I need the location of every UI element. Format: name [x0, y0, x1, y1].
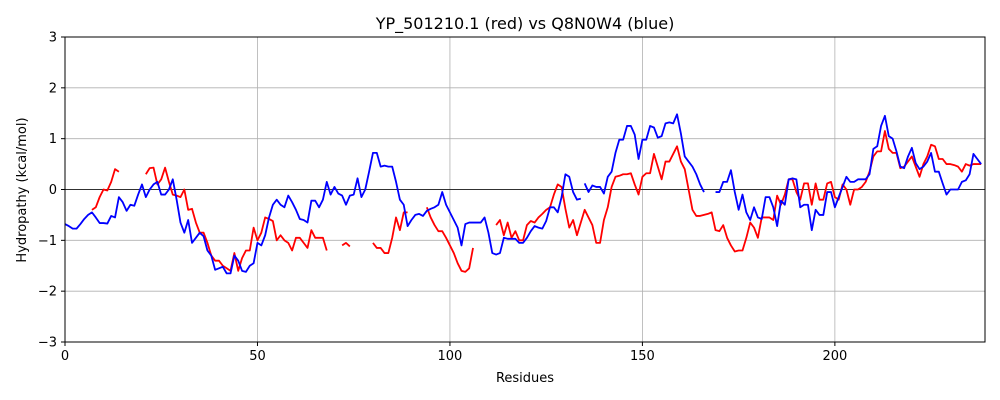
blue-series-line — [64, 151, 582, 275]
y-tick-label: −3 — [38, 336, 57, 351]
red-series-line — [372, 211, 408, 254]
x-tick-label: 0 — [61, 349, 69, 364]
y-tick-label: 2 — [49, 81, 57, 96]
x-tick-label: 200 — [822, 349, 847, 364]
red-series-line — [341, 241, 351, 248]
chart-title: YP_501210.1 (red) vs Q8N0W4 (blue) — [375, 14, 675, 34]
x-tick-label: 50 — [249, 349, 266, 364]
red-series-line — [425, 206, 474, 273]
y-tick-label: 0 — [49, 183, 57, 198]
x-tick-label: 100 — [438, 349, 463, 364]
y-tick-label: 1 — [49, 132, 57, 147]
plot-area: 0 50 100 150 200 −3 −2 −1 0 1 2 3 — [38, 31, 986, 364]
y-tick-label: 3 — [49, 31, 57, 46]
y-axis-title: Hydropathy (kcal/mol) — [15, 117, 30, 262]
blue-series-line — [583, 113, 705, 195]
blue-series-line — [715, 114, 982, 232]
y-tick-label: −1 — [38, 234, 57, 249]
red-series-line — [91, 168, 120, 211]
red-series-line — [495, 130, 982, 253]
x-tick-label: 150 — [630, 349, 655, 364]
x-axis-title: Residues — [496, 371, 554, 386]
y-tick-label: −2 — [38, 285, 57, 300]
